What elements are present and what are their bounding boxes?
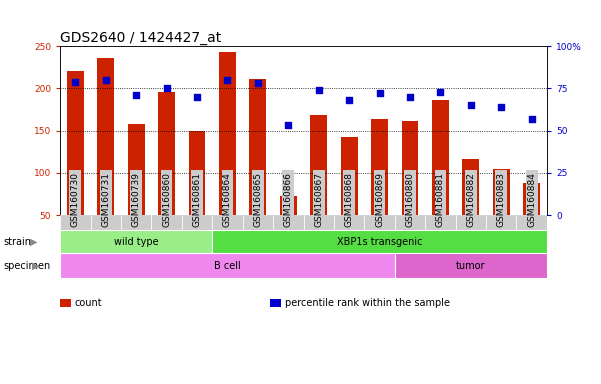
Bar (463, 159, 479, 215)
Text: GSM160883: GSM160883 (497, 172, 506, 227)
Bar (249, 79, 266, 215)
Text: ▶: ▶ (32, 260, 40, 271)
Text: GDS2640 / 1424427_at: GDS2640 / 1424427_at (60, 31, 221, 45)
Text: ▶: ▶ (30, 237, 37, 247)
Text: GSM160866: GSM160866 (284, 172, 293, 227)
Bar (151, 215, 182, 230)
Point (132, 92, 141, 98)
Bar (60, 253, 395, 278)
Bar (189, 131, 206, 215)
Bar (364, 215, 395, 230)
Bar (243, 215, 273, 230)
Bar (182, 215, 212, 230)
Bar (67, 71, 84, 215)
Bar (456, 215, 486, 230)
Point (222, 77, 232, 83)
Point (253, 80, 263, 86)
Text: GSM160884: GSM160884 (527, 172, 536, 227)
Bar (280, 197, 297, 215)
Bar (91, 215, 121, 230)
Bar (395, 215, 426, 230)
Bar (60, 230, 212, 253)
Bar (426, 215, 456, 230)
Bar (128, 124, 144, 215)
Text: wild type: wild type (114, 237, 159, 247)
Bar (395, 253, 547, 278)
Text: strain: strain (3, 237, 31, 247)
Text: GSM160739: GSM160739 (132, 172, 141, 227)
Text: GSM160861: GSM160861 (192, 172, 201, 227)
Point (162, 85, 171, 91)
Text: GSM160860: GSM160860 (162, 172, 171, 227)
Text: specimen: specimen (3, 260, 50, 271)
Point (314, 87, 323, 93)
Bar (158, 92, 175, 215)
Bar (121, 215, 151, 230)
Text: tumor: tumor (456, 260, 486, 271)
Text: GSM160869: GSM160869 (375, 172, 384, 227)
Bar (486, 215, 516, 230)
Bar (371, 119, 388, 215)
Bar (493, 169, 510, 215)
Bar (432, 100, 449, 215)
Point (496, 104, 506, 110)
Text: GSM160868: GSM160868 (344, 172, 353, 227)
Bar (523, 183, 540, 215)
Bar (304, 215, 334, 230)
Text: GSM160865: GSM160865 (254, 172, 263, 227)
Bar (273, 215, 304, 230)
Text: GSM160867: GSM160867 (314, 172, 323, 227)
Point (436, 89, 445, 95)
Bar (401, 121, 418, 215)
Point (527, 116, 537, 122)
Point (70, 78, 80, 84)
Point (405, 94, 415, 100)
Text: count: count (75, 298, 102, 308)
Text: GSM160882: GSM160882 (466, 172, 475, 227)
Text: XBP1s transgenic: XBP1s transgenic (337, 237, 423, 247)
Point (344, 97, 354, 103)
Bar (212, 215, 243, 230)
Text: percentile rank within the sample: percentile rank within the sample (285, 298, 450, 308)
Bar (60, 215, 91, 230)
Bar (334, 215, 364, 230)
Text: B cell: B cell (214, 260, 241, 271)
Point (101, 77, 111, 83)
Bar (219, 52, 236, 215)
Point (375, 90, 385, 96)
Text: GSM160864: GSM160864 (223, 172, 232, 227)
Bar (212, 230, 547, 253)
Bar (97, 58, 114, 215)
Point (284, 122, 293, 129)
Point (466, 102, 475, 108)
Point (192, 94, 202, 100)
Text: GSM160881: GSM160881 (436, 172, 445, 227)
Text: GSM160880: GSM160880 (406, 172, 415, 227)
Text: GSM160731: GSM160731 (101, 172, 110, 227)
Bar (341, 137, 358, 215)
Bar (516, 215, 547, 230)
Text: GSM160730: GSM160730 (71, 172, 80, 227)
Bar (310, 115, 327, 215)
